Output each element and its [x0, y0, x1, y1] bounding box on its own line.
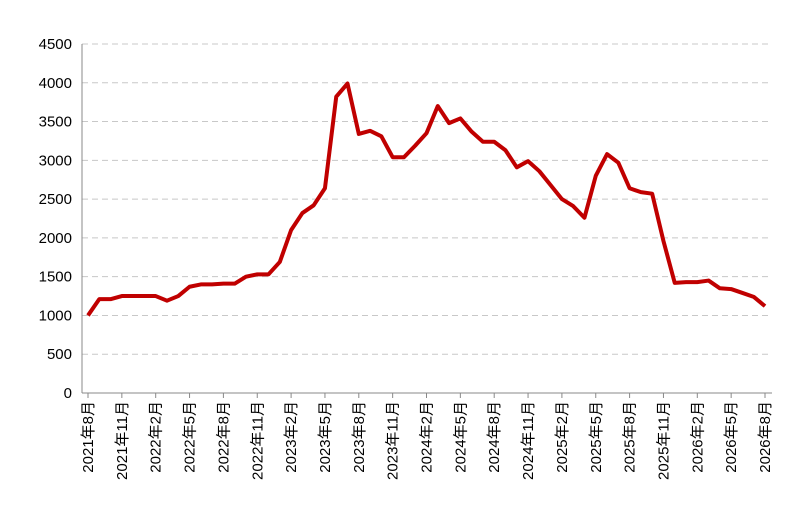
- x-tick-label: 2026年5月: [723, 401, 740, 473]
- y-tick-label: 1000: [39, 307, 72, 324]
- y-tick-label: 4500: [39, 36, 72, 53]
- x-tick-label: 2023年8月: [351, 401, 368, 473]
- x-tick-label: 2025年8月: [622, 401, 639, 473]
- x-tick-label: 2023年2月: [283, 401, 300, 473]
- x-tick-label: 2021年8月: [80, 401, 97, 473]
- y-tick-label: 0: [64, 385, 72, 402]
- x-tick-label: 2025年2月: [554, 401, 571, 473]
- y-tick-label: 4000: [39, 75, 72, 92]
- x-tick-label: 2024年2月: [419, 401, 436, 473]
- x-tick-label: 2022年11月: [249, 401, 266, 480]
- y-tick-label: 500: [47, 346, 72, 363]
- x-tick-label: 2023年11月: [385, 401, 402, 480]
- y-tick-label: 3000: [39, 152, 72, 169]
- x-tick-label: 2021年11月: [114, 401, 131, 480]
- x-tick-label: 2025年11月: [655, 401, 672, 480]
- x-tick-label: 2023年5月: [317, 401, 334, 473]
- x-tick-label: 2024年11月: [520, 401, 537, 480]
- x-tick-label: 2024年5月: [452, 401, 469, 473]
- x-tick-label: 2024年8月: [486, 401, 503, 473]
- x-tick-label: 2025年5月: [588, 401, 605, 473]
- y-tick-label: 2500: [39, 191, 72, 208]
- y-tick-label: 1500: [39, 269, 72, 286]
- x-tick-label: 2022年2月: [148, 401, 165, 473]
- x-tick-label: 2022年5月: [182, 401, 199, 473]
- x-tick-label: 2026年2月: [689, 401, 706, 473]
- y-tick-label: 2000: [39, 230, 72, 247]
- x-tick-label: 2026年8月: [757, 401, 774, 473]
- line: [86, 81, 767, 317]
- y-tick-label: 3500: [39, 114, 72, 131]
- x-tick-label: 2022年8月: [215, 401, 232, 473]
